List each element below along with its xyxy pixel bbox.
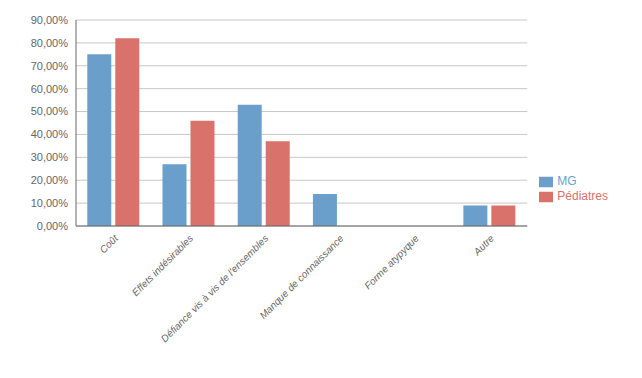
svg-text:40,00%: 40,00% bbox=[31, 128, 69, 140]
svg-text:Autre: Autre bbox=[471, 232, 497, 258]
svg-text:60,00%: 60,00% bbox=[31, 83, 69, 95]
svg-text:Coût: Coût bbox=[97, 232, 121, 256]
html-text:Pédiatres: Pédiatres bbox=[557, 189, 608, 203]
svg-text:Défiance vis à vis de l'ensemb: Défiance vis à vis de l'ensembles bbox=[159, 233, 271, 345]
svg-text:50,00%: 50,00% bbox=[31, 105, 69, 117]
svg-text:0,00%: 0,00% bbox=[37, 220, 68, 232]
svg-text:Manque de connaissance: Manque de connaissance bbox=[257, 232, 346, 321]
html-text:MG: MG bbox=[557, 174, 577, 189]
svg-text:80,00%: 80,00% bbox=[31, 37, 69, 49]
svg-text:10,00%: 10,00% bbox=[31, 197, 69, 209]
svg-text:90,00%: 90,00% bbox=[31, 14, 69, 26]
svg-text:30,00%: 30,00% bbox=[31, 151, 69, 163]
svg-text:Forme atypyque: Forme atypyque bbox=[362, 232, 421, 291]
svg-text:70,00%: 70,00% bbox=[31, 60, 69, 72]
svg-text:20,00%: 20,00% bbox=[31, 174, 69, 186]
svg-text:Effets indésirables: Effets indésirables bbox=[130, 233, 196, 299]
